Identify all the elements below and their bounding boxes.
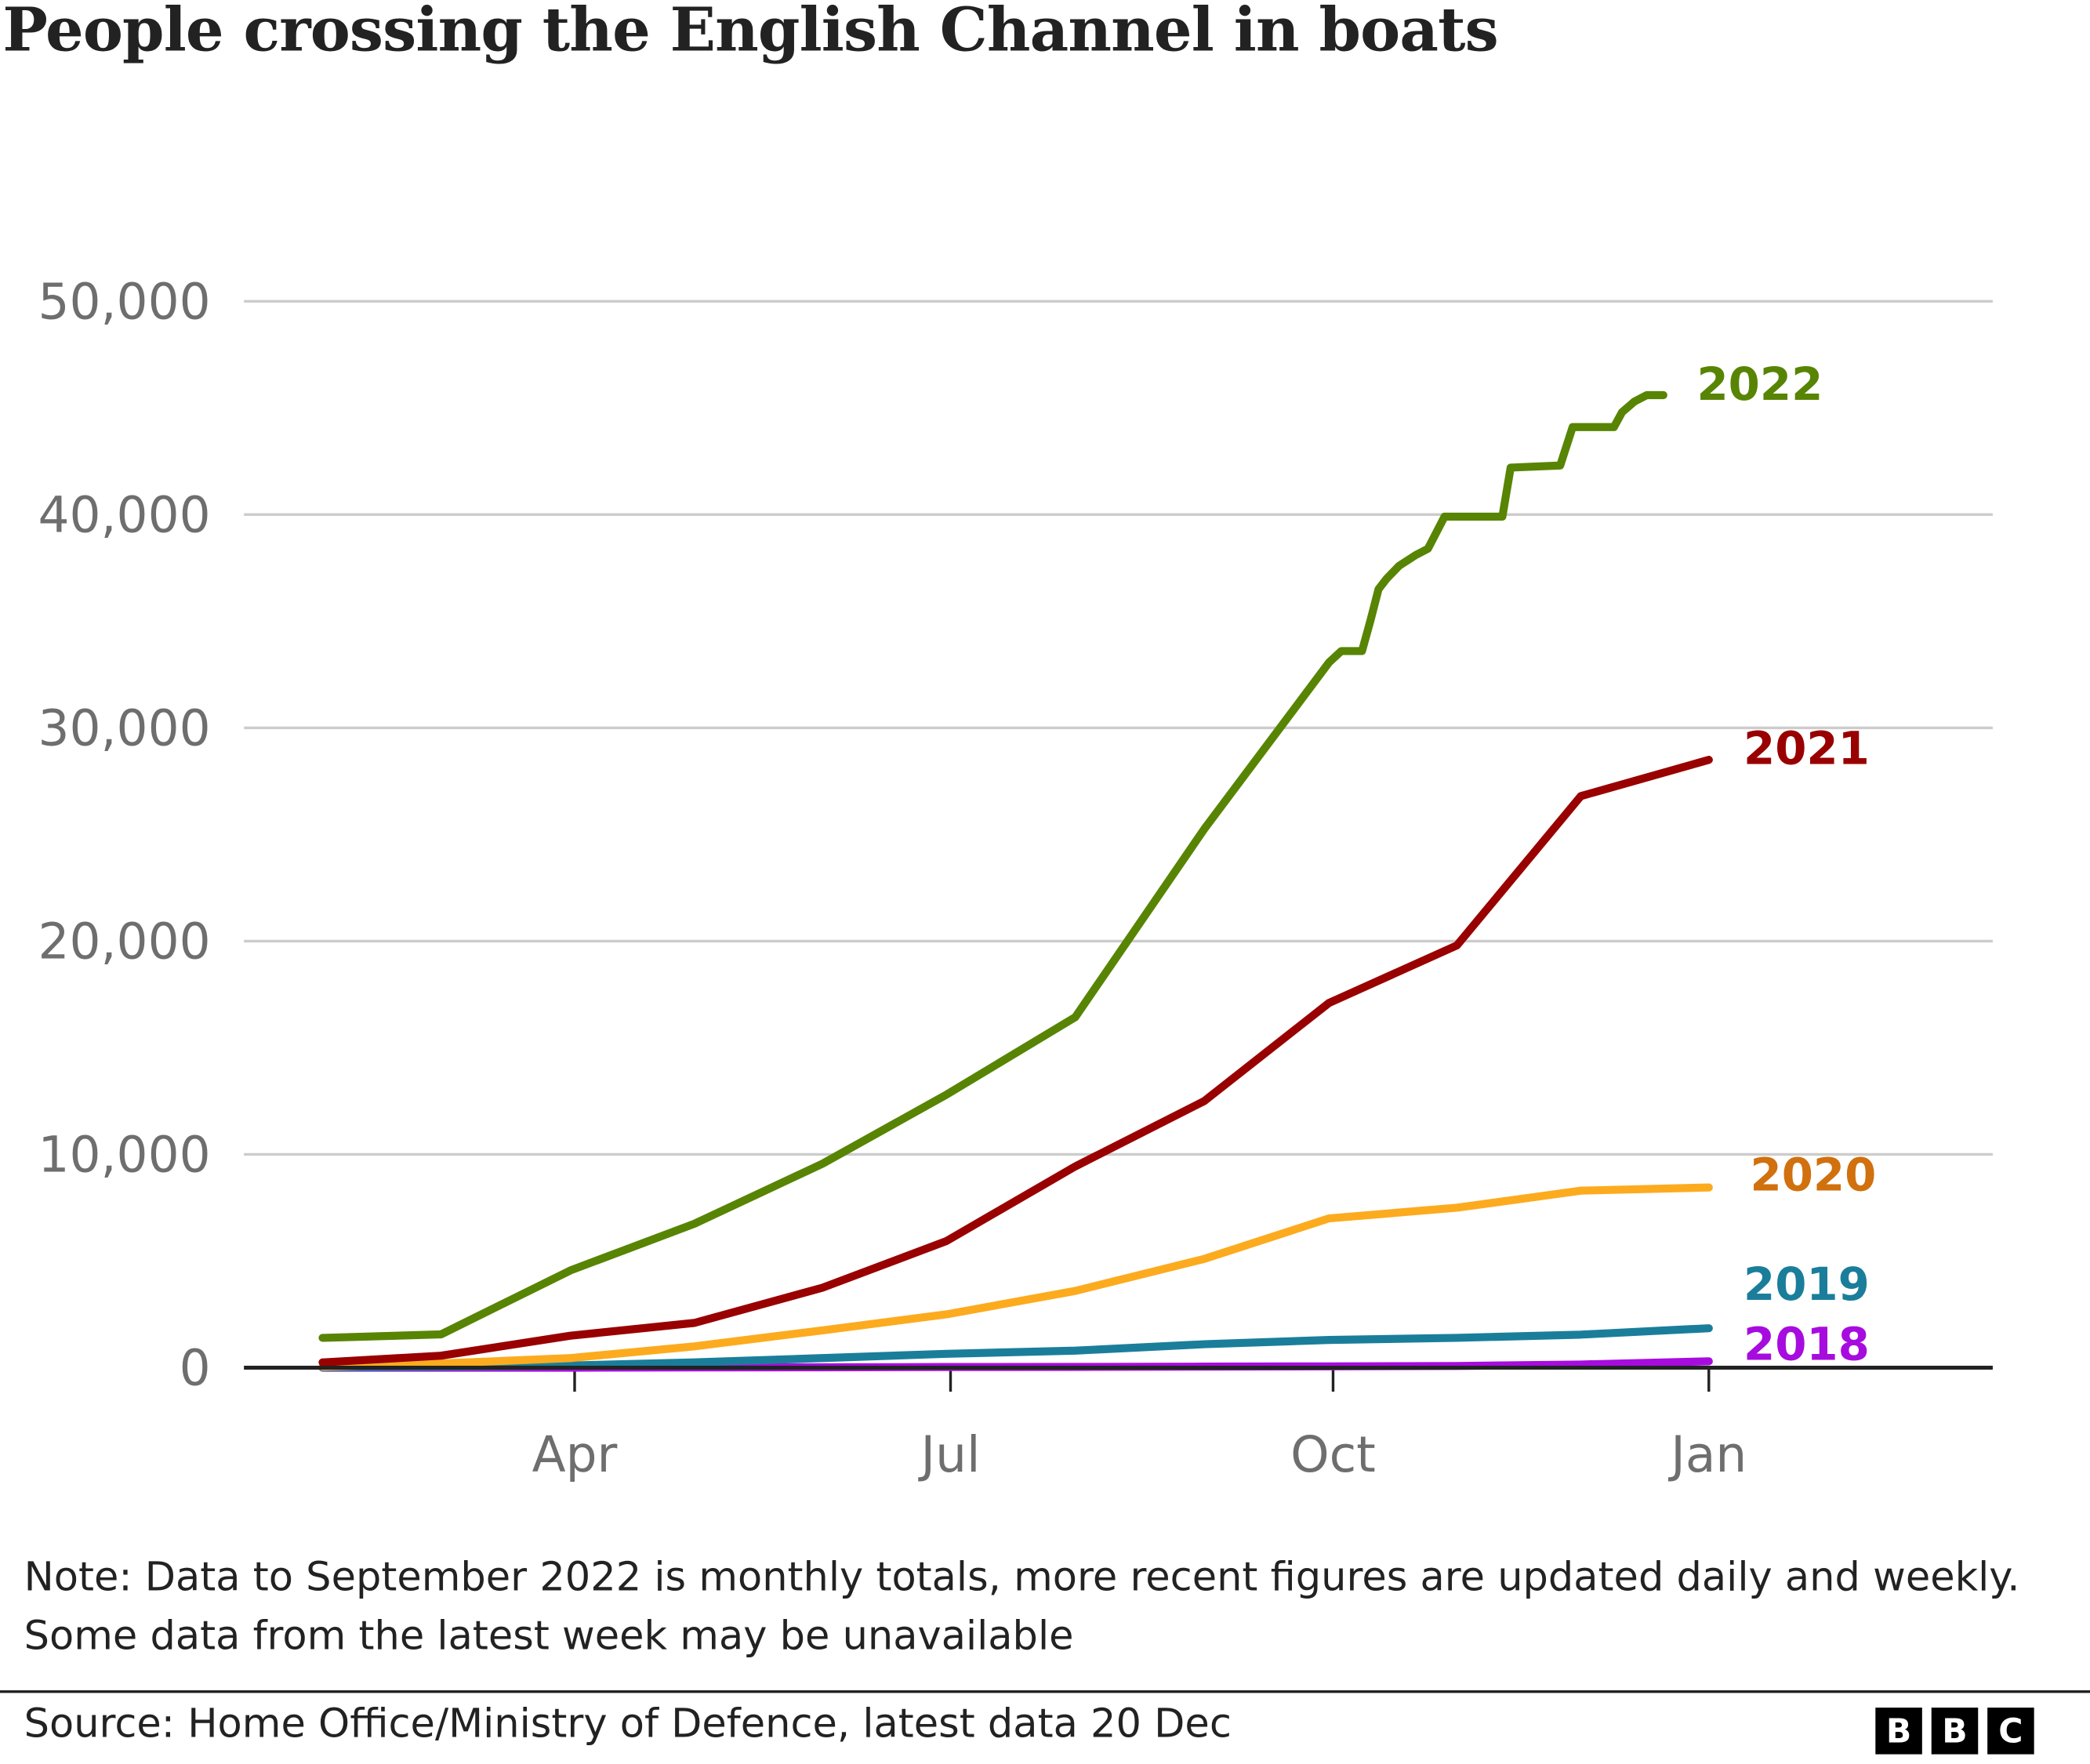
line-chart: 0 10,000 20,000 30,000 40,000 50,000 Apr Jul Oct… — [38, 273, 1993, 1483]
y-tick-label: 40,000 — [38, 486, 211, 543]
logo-letter: B — [1875, 1708, 1922, 1755]
footer-divider — [0, 1690, 2090, 1693]
logo-letter: C — [1987, 1708, 2034, 1755]
x-tick-label: Oct — [1290, 1426, 1376, 1483]
chart-title: People crossing the English Channel in b… — [2, 0, 1498, 66]
y-tick-label: 10,000 — [38, 1127, 211, 1184]
series-label-2020: 2020 — [1750, 1148, 1876, 1201]
x-tick-label: Jan — [1667, 1426, 1747, 1483]
chart-note: Note: Data to September 2022 is monthly … — [24, 1554, 2020, 1660]
series-line-2020 — [318, 1183, 1713, 1371]
series-label-2018: 2018 — [1743, 1317, 1870, 1370]
y-tick-label: 50,000 — [38, 273, 211, 330]
y-tick-label: 0 — [180, 1340, 211, 1397]
y-tick-label: 20,000 — [38, 913, 211, 971]
x-tick-label: Apr — [532, 1426, 618, 1483]
series-line-2021 — [318, 756, 1713, 1367]
x-tick-label: Jul — [918, 1426, 981, 1483]
series-label-2022: 2022 — [1696, 358, 1823, 411]
logo-letter: B — [1931, 1708, 1979, 1755]
series-label-2021: 2021 — [1743, 721, 1870, 775]
bbc-logo: B B C — [1875, 1708, 2034, 1755]
series-line-2022 — [318, 390, 1667, 1342]
y-tick-label: 30,000 — [38, 699, 211, 757]
series-label-2019: 2019 — [1743, 1258, 1870, 1311]
source-text: Source: Home Office/Ministry of Defence,… — [24, 1700, 1232, 1748]
